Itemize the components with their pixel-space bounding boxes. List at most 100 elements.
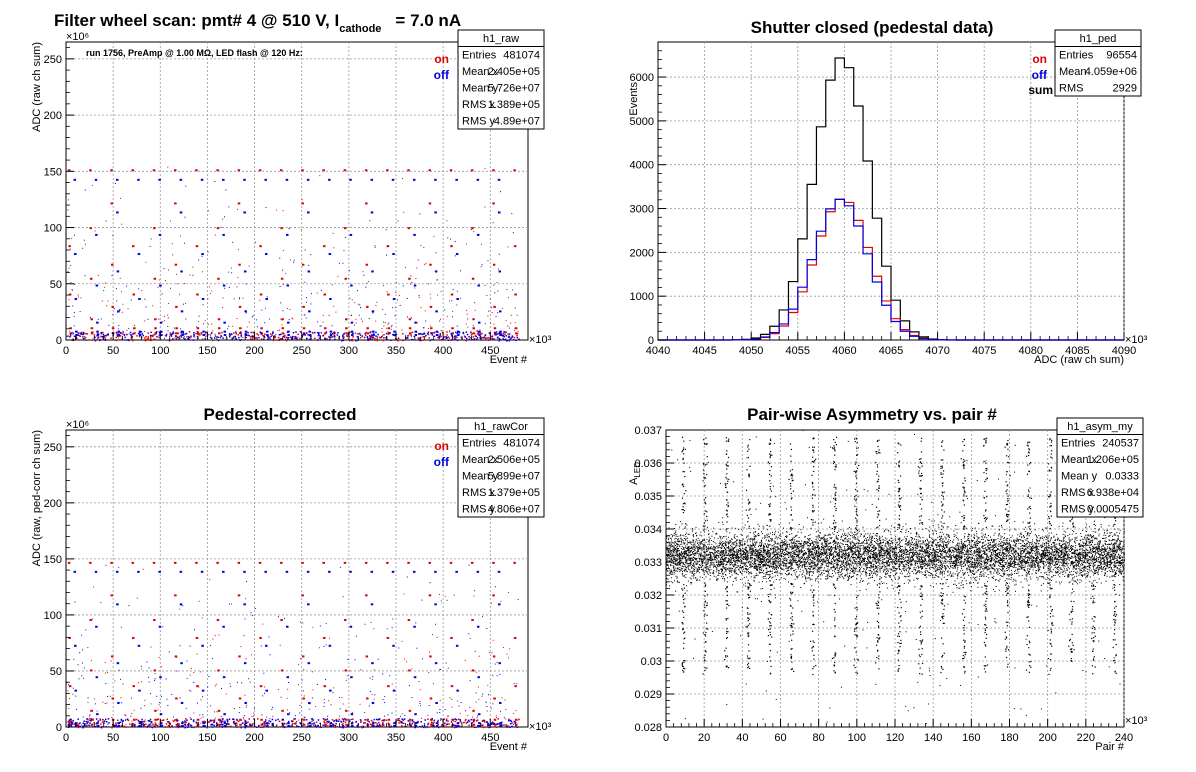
point-on xyxy=(382,722,384,724)
point-asym xyxy=(1097,565,1099,567)
point-off xyxy=(510,725,513,728)
point-off xyxy=(148,726,150,728)
point-on xyxy=(261,722,264,725)
point-on xyxy=(335,718,338,721)
point-asym xyxy=(759,558,761,560)
point-on xyxy=(432,332,434,334)
point-off xyxy=(363,722,365,724)
point-off xyxy=(487,724,489,727)
point-asym xyxy=(1113,545,1115,547)
point-on xyxy=(456,726,458,728)
point-off xyxy=(89,714,91,716)
point-off xyxy=(227,723,229,725)
point-asym xyxy=(883,553,885,555)
point-asym xyxy=(1045,550,1047,552)
point-on xyxy=(349,297,351,299)
point-on xyxy=(493,723,497,726)
point-asym xyxy=(1055,554,1057,556)
point-on xyxy=(318,647,320,649)
point-on xyxy=(509,648,511,650)
point-on xyxy=(501,307,503,309)
point-on xyxy=(387,333,390,335)
point-on xyxy=(322,245,326,248)
point-on xyxy=(361,726,363,729)
point-off xyxy=(241,682,243,684)
point-asym xyxy=(704,545,706,547)
point-asym xyxy=(925,544,927,546)
point-off xyxy=(453,724,455,726)
point-asym xyxy=(766,553,768,555)
point-on xyxy=(439,318,441,320)
point-on xyxy=(351,712,353,714)
point-off xyxy=(334,332,336,334)
point-on xyxy=(144,705,146,707)
point-off xyxy=(239,297,241,299)
point-on xyxy=(394,339,396,341)
point-off xyxy=(497,570,501,573)
point-asym xyxy=(1119,532,1121,534)
point-on xyxy=(201,720,204,723)
point-asym xyxy=(937,541,939,543)
point-off xyxy=(137,178,140,181)
point-off xyxy=(407,335,409,337)
point-on xyxy=(385,327,387,329)
point-off xyxy=(351,333,354,336)
point-off xyxy=(484,323,486,325)
point-asym xyxy=(768,543,770,545)
point-off xyxy=(355,720,357,723)
point-off xyxy=(68,724,71,727)
point-on xyxy=(166,718,168,721)
point-asym xyxy=(754,566,756,568)
point-asym xyxy=(709,558,711,560)
point-on xyxy=(484,337,487,340)
point-off xyxy=(281,722,284,724)
point-off xyxy=(396,299,398,301)
point-on xyxy=(420,339,422,342)
point-asym xyxy=(1118,554,1120,556)
point-off xyxy=(503,717,505,719)
point-off xyxy=(130,299,132,301)
point-asym xyxy=(792,550,794,552)
point-asym xyxy=(1039,539,1041,541)
point-off xyxy=(290,336,292,338)
point-asym xyxy=(914,564,916,566)
x-ticks-ped: 4040 4045 4050 4055 4060 4065 4070 4075 4080 4085… xyxy=(646,332,1136,357)
point-on xyxy=(251,338,254,340)
point-asym xyxy=(808,548,810,550)
point-asym xyxy=(968,553,970,555)
point-asym xyxy=(798,557,800,559)
point-off xyxy=(456,330,460,333)
point-on xyxy=(483,726,485,729)
point-asym xyxy=(738,555,740,557)
point-asym xyxy=(920,568,922,570)
point-asym xyxy=(935,539,937,541)
point-off xyxy=(441,339,444,341)
point-on xyxy=(326,725,328,728)
point-on xyxy=(167,725,170,727)
point-on xyxy=(147,336,149,338)
point-off xyxy=(117,722,119,724)
point-off xyxy=(235,331,237,333)
point-on xyxy=(477,332,480,335)
point-asym xyxy=(823,518,825,520)
point-off xyxy=(370,211,374,214)
point-on xyxy=(92,586,94,588)
point-asym xyxy=(792,567,794,569)
point-asym xyxy=(1099,550,1101,552)
point-asym xyxy=(1010,558,1012,560)
point-on xyxy=(175,305,178,308)
point-on xyxy=(316,292,318,294)
point-off xyxy=(200,178,204,181)
point-asym xyxy=(707,572,709,574)
point-off xyxy=(439,320,441,322)
point-off xyxy=(75,724,78,727)
point-off xyxy=(268,335,270,337)
point-off xyxy=(207,686,209,688)
point-on xyxy=(277,336,280,339)
point-on xyxy=(516,314,518,316)
point-asym xyxy=(903,583,905,585)
point-on xyxy=(77,296,79,298)
point-off xyxy=(105,683,107,685)
marks-raw xyxy=(66,166,520,342)
point-off xyxy=(165,333,168,336)
